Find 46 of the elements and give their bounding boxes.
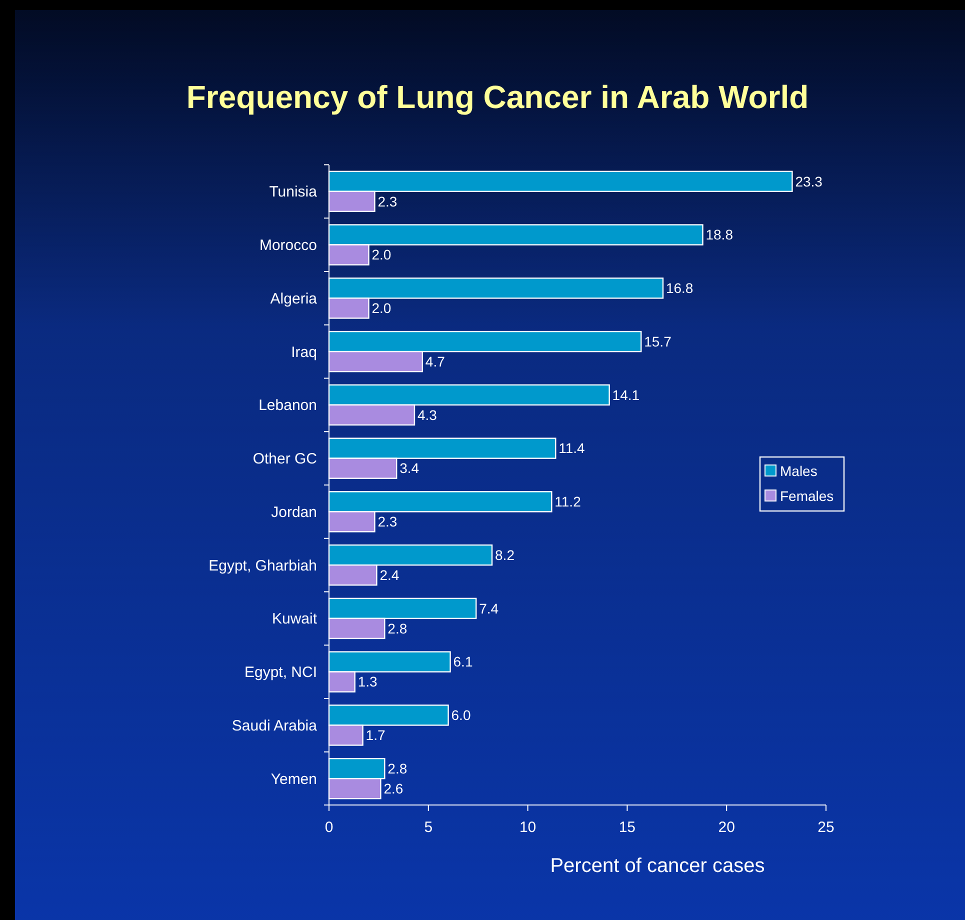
text: 11.4 xyxy=(558,440,585,456)
y-tick-label: Algeria xyxy=(270,290,318,308)
text: 6.1 xyxy=(453,654,473,670)
text: 4.3 xyxy=(417,406,437,423)
text: 2.8 xyxy=(388,760,408,776)
text: 2.3 xyxy=(378,514,398,530)
text: 11.2 xyxy=(554,494,581,510)
chart-title: Frequency of Lung Cancer in Arab World xyxy=(186,79,809,115)
y-tick-label: Yemen xyxy=(270,770,317,788)
y-tick-label: Morocco xyxy=(259,237,317,254)
x-tick-label: 5 xyxy=(424,819,433,836)
y-tick-label: Kuwait xyxy=(272,610,318,628)
text: 14.1 xyxy=(612,386,640,403)
text: 3.4 xyxy=(400,460,420,476)
text: 2.6 xyxy=(384,780,404,796)
y-tick-label: Lebanon xyxy=(258,397,317,414)
text: 8.2 xyxy=(495,546,514,563)
text: 4.7 xyxy=(425,353,445,370)
text: 1.7 xyxy=(366,727,386,744)
x-tick-label: 15 xyxy=(618,819,636,836)
y-tick-label: Saudi Arabia xyxy=(232,717,318,734)
text: 16.8 xyxy=(666,280,694,296)
y-tick-label: Egypt, NCI xyxy=(244,664,317,682)
text: 2.8 xyxy=(388,620,408,636)
text: 2.3 xyxy=(378,193,398,210)
legend-label: Females xyxy=(780,488,834,504)
text: 18.8 xyxy=(706,226,733,243)
y-tick-label: Egypt, Gharbiah xyxy=(208,557,317,574)
x-tick-label: 0 xyxy=(324,819,334,836)
y-tick-label: Tunisia xyxy=(269,184,318,201)
x-tick-label: 10 xyxy=(519,819,536,836)
x-tick-label: 20 xyxy=(718,819,735,836)
y-tick-label: Iraq xyxy=(291,344,317,361)
x-tick-label: 25 xyxy=(818,819,834,836)
text: 6.0 xyxy=(451,707,471,724)
text: 23.3 xyxy=(795,173,822,190)
x-axis-title: Percent of cancer cases xyxy=(550,855,765,877)
text: 1.3 xyxy=(358,674,378,690)
text: 7.4 xyxy=(479,600,499,616)
y-tick-label: Jordan xyxy=(271,504,317,521)
y-tick-label: Other GC xyxy=(252,450,318,468)
text: 2.0 xyxy=(372,246,392,263)
text: 15.7 xyxy=(644,333,672,350)
text: 2.0 xyxy=(372,300,392,316)
legend-label: Males xyxy=(780,462,818,479)
text: 2.4 xyxy=(380,566,400,583)
